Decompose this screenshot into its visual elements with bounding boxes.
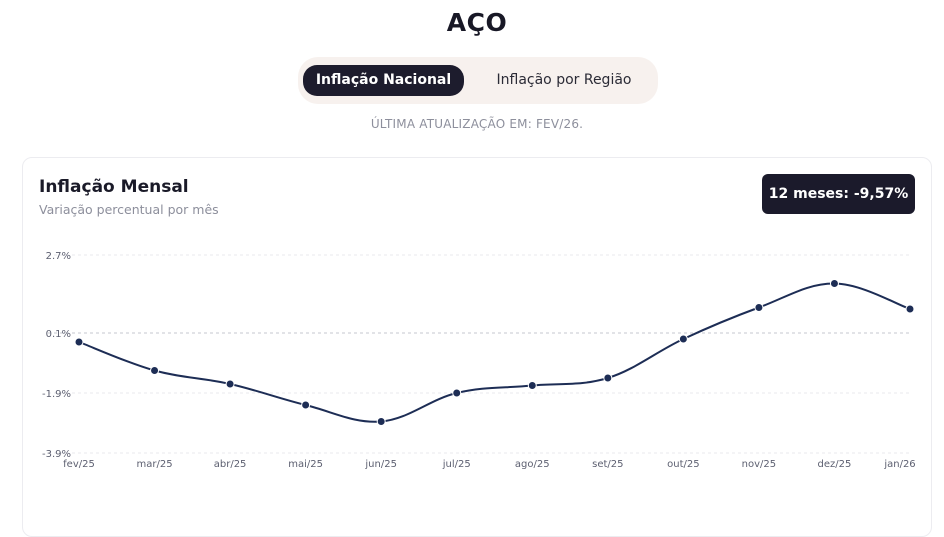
data-point [829, 279, 839, 288]
page-title: AÇO [446, 8, 508, 37]
last-updated-text: ÚLTIMA ATUALIZAÇÃO EM: FEV/26. [370, 117, 584, 131]
region-tabs: Inflação Nacional Inflação por Região [298, 57, 658, 104]
x-tick-label: jun/25 [364, 459, 397, 470]
y-tick-label: 0.1% [46, 329, 71, 340]
x-tick-label: jul/25 [442, 459, 471, 470]
x-tick-label: out/25 [667, 459, 699, 470]
data-point [74, 337, 84, 347]
inflation-line-chart: 2.7% 0.1% -1.9% -3.9%fev/25 mar/25 abr/25 mai/… [42, 251, 916, 470]
chart-subtitle: Variação percentual por mês [39, 202, 219, 217]
x-tick-label: set/25 [592, 459, 623, 470]
x-tick-label: nov/25 [742, 459, 776, 470]
tab-inflacao-nacional[interactable]: Inflação Nacional [303, 65, 464, 96]
twelve-month-badge: 12 meses: -9,57% [762, 174, 915, 214]
data-point [376, 417, 386, 426]
x-tick-label: mai/25 [288, 459, 323, 470]
x-tick-label: fev/25 [63, 459, 95, 470]
x-tick-label: dez/25 [818, 459, 852, 470]
x-tick-label: ago/25 [515, 459, 550, 470]
data-point [452, 388, 462, 398]
data-point [150, 366, 160, 375]
data-point [905, 304, 915, 314]
y-tick-label: 2.7% [46, 251, 71, 262]
y-tick-label: -3.9% [42, 449, 71, 460]
chart-title: Inflação Mensal [39, 177, 189, 197]
data-point [527, 381, 537, 390]
chart-card [22, 157, 932, 537]
series-line [78, 282, 911, 423]
data-point [678, 334, 688, 344]
data-point [603, 373, 613, 383]
y-tick-label: -1.9% [42, 389, 71, 400]
data-point [225, 379, 235, 389]
x-tick-label: mar/25 [137, 459, 173, 470]
tab-inflacao-por-regiao[interactable]: Inflação por Região [496, 72, 632, 88]
x-tick-label: abr/25 [214, 459, 247, 470]
x-tick-label: jan/26 [883, 459, 915, 470]
data-point [754, 303, 764, 312]
data-point [301, 400, 311, 410]
